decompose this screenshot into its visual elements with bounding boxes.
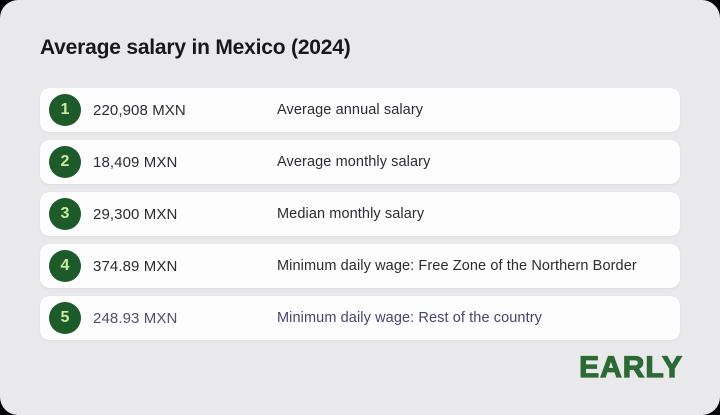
rank-number: 4: [60, 257, 70, 274]
early-brand-logo: EARLY: [578, 350, 683, 384]
stat-value: 248.93 MXN: [93, 309, 178, 327]
stat-value: 29,300 MXN: [93, 205, 178, 223]
rank-number: 2: [60, 153, 70, 170]
stat-row-min-wage-rest-of-country: 5 248.93 MXN Minimum daily wage: Rest of…: [40, 296, 680, 340]
stat-label: Average monthly salary: [277, 154, 431, 170]
stat-label: Minimum daily wage: Rest of the country: [277, 310, 543, 326]
page-title: Average salary in Mexico (2024): [40, 36, 351, 59]
stat-value: 374.89 MXN: [93, 257, 178, 275]
stat-row-median-monthly-salary: 3 29,300 MXN Median monthly salary: [40, 192, 680, 236]
rank-badge: 1: [49, 94, 81, 126]
rank-badge: 5: [49, 302, 81, 334]
rank-number: 5: [60, 309, 70, 326]
stat-label: Average annual salary: [277, 102, 424, 118]
rank-badge: 4: [49, 250, 81, 282]
stat-row-monthly-salary: 2 18,409 MXN Average monthly salary: [40, 140, 680, 184]
stat-value: 220,908 MXN: [93, 101, 186, 119]
stats-list: 1 220,908 MXN Average annual salary 2 18…: [40, 88, 680, 348]
stat-label: Median monthly salary: [277, 206, 425, 222]
stat-row-annual-salary: 1 220,908 MXN Average annual salary: [40, 88, 680, 132]
rank-number: 1: [60, 101, 70, 118]
stat-value: 18,409 MXN: [93, 153, 178, 171]
stat-label: Minimum daily wage: Free Zone of the Nor…: [277, 258, 637, 274]
rank-badge: 2: [49, 146, 81, 178]
stat-row-min-wage-border-zone: 4 374.89 MXN Minimum daily wage: Free Zo…: [40, 244, 680, 288]
rank-badge: 3: [49, 198, 81, 230]
rank-number: 3: [60, 205, 70, 222]
